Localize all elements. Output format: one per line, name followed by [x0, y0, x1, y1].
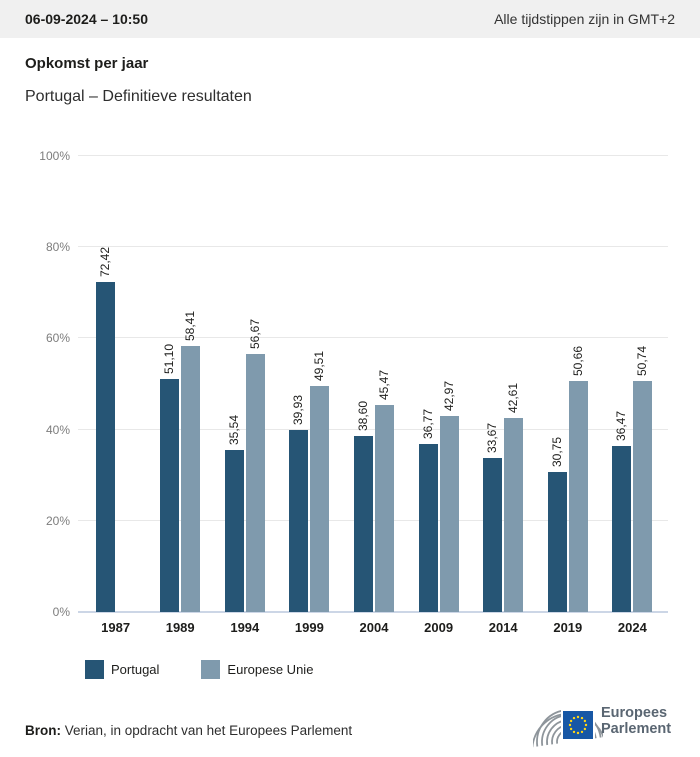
- legend-swatch-portugal: [85, 660, 104, 679]
- y-axis: 0% 20% 40% 60% 80% 100%: [0, 149, 70, 619]
- bar-eu-1994: [245, 353, 265, 612]
- bar-portugal-1999: [289, 429, 309, 612]
- bar-value-label-portugal-1989: 51,10: [162, 343, 177, 374]
- bar-eu-2004: [375, 404, 394, 612]
- report-datetime: 06-09-2024 – 10:50: [25, 11, 148, 27]
- legend-label-portugal: Portugal: [111, 662, 160, 677]
- bar-portugal-1994: [224, 449, 244, 612]
- logo-wordmark: Europees Parlement: [601, 705, 671, 737]
- bar-value-label-eu-1989: 58,41: [183, 310, 198, 341]
- bar-chart-plot-area: 72,42 1987 51,10 58,41 1989 35,54 56,67 1994 39,…: [78, 155, 668, 635]
- bar-value-label-portugal-1994: 35,54: [226, 414, 241, 445]
- bar-value-label-portugal-2004: 38,60: [356, 400, 370, 431]
- y-tick-label-100: 100%: [39, 149, 70, 163]
- x-tick-label-2019: 2019: [553, 620, 583, 635]
- european-parliament-logo: Europees Parlement: [533, 698, 683, 752]
- gridline-100: [78, 155, 668, 156]
- bar-eu-2009: [439, 416, 459, 612]
- bar-portugal-2004: [354, 435, 373, 612]
- logo-hemicycle-icon: [533, 709, 603, 748]
- y-tick-label-40: 40%: [45, 422, 70, 437]
- x-tick-label-1987: 1987: [101, 620, 131, 635]
- y-tick-label-0: 0%: [52, 605, 70, 619]
- x-tick-label-1994: 1994: [230, 620, 260, 635]
- bar-value-label-eu-1994: 56,67: [247, 318, 262, 349]
- header-bar: 06-09-2024 – 10:50 Alle tijdstippen zijn…: [0, 0, 700, 38]
- bar-value-label-eu-2009: 42,97: [441, 381, 456, 412]
- bar-portugal-2009: [418, 444, 438, 612]
- source-prefix: Bron:: [25, 723, 61, 738]
- gridline-40: [78, 428, 668, 430]
- legend-item-portugal: Portugal: [85, 660, 159, 679]
- bar-value-label-portugal-1999: 39,93: [291, 394, 306, 425]
- bar-eu-2024: [633, 380, 653, 612]
- gridline-80: [78, 246, 668, 248]
- x-axis-baseline: [78, 611, 668, 613]
- gridline-20: [78, 519, 668, 521]
- timezone-note: Alle tijdstippen zijn in GMT+2: [494, 11, 675, 27]
- bar-value-label-portugal-2019: 30,75: [549, 436, 564, 467]
- source-text: Verian, in opdracht van het Europees Par…: [61, 723, 353, 738]
- bar-eu-2019: [568, 381, 588, 612]
- bar-value-label-eu-2024: 50,74: [635, 345, 650, 376]
- logo-wordmark-line1: Europees: [601, 705, 668, 721]
- eu-flag-icon: [563, 711, 593, 739]
- bar-eu-1989: [181, 345, 201, 612]
- x-tick-label-1999: 1999: [294, 620, 324, 635]
- x-tick-label-2004: 2004: [359, 620, 389, 635]
- bar-value-label-portugal-2014: 33,67: [485, 423, 500, 454]
- bar-eu-1999: [310, 386, 330, 612]
- bar-value-label-eu-2004: 45,47: [377, 369, 391, 400]
- y-tick-label-60: 60%: [45, 331, 70, 346]
- bar-portugal-1987: [95, 281, 115, 612]
- y-tick-label-80: 80%: [45, 240, 70, 255]
- x-tick-label-2024: 2024: [617, 620, 647, 635]
- bar-value-label-portugal-2024: 36,47: [614, 410, 629, 441]
- gridline-60: [78, 337, 668, 339]
- chart-legend: Portugal Europese Unie: [85, 660, 313, 679]
- bar-portugal-2024: [612, 445, 632, 612]
- bar-portugal-1989: [160, 378, 180, 612]
- logo-wordmark-line2: Parlement: [601, 721, 672, 737]
- bar-eu-2014: [504, 417, 524, 612]
- legend-item-europese-unie: Europese Unie: [201, 660, 313, 679]
- bar-value-label-eu-2019: 50,66: [570, 345, 585, 376]
- bar-value-label-eu-1999: 49,51: [312, 351, 327, 382]
- x-tick-label-2009: 2009: [424, 620, 454, 635]
- x-tick-label-1989: 1989: [165, 620, 195, 635]
- chart-title: Opkomst per jaar: [25, 55, 149, 72]
- legend-label-europese-unie: Europese Unie: [227, 662, 314, 677]
- bar-value-label-eu-2014: 42,61: [506, 382, 521, 413]
- bar-value-label-portugal-1987: 72,42: [97, 246, 112, 277]
- source-note: Bron: Verian, in opdracht van het Europe…: [25, 723, 352, 738]
- legend-swatch-europese-unie: [201, 660, 221, 679]
- bar-portugal-2014: [483, 458, 503, 612]
- chart-subtitle: Portugal – Definitieve resultaten: [25, 88, 252, 105]
- bar-value-label-portugal-2009: 36,77: [420, 409, 435, 440]
- bar-portugal-2019: [547, 471, 567, 612]
- y-tick-label-20: 20%: [45, 513, 70, 528]
- x-tick-label-2014: 2014: [488, 620, 518, 635]
